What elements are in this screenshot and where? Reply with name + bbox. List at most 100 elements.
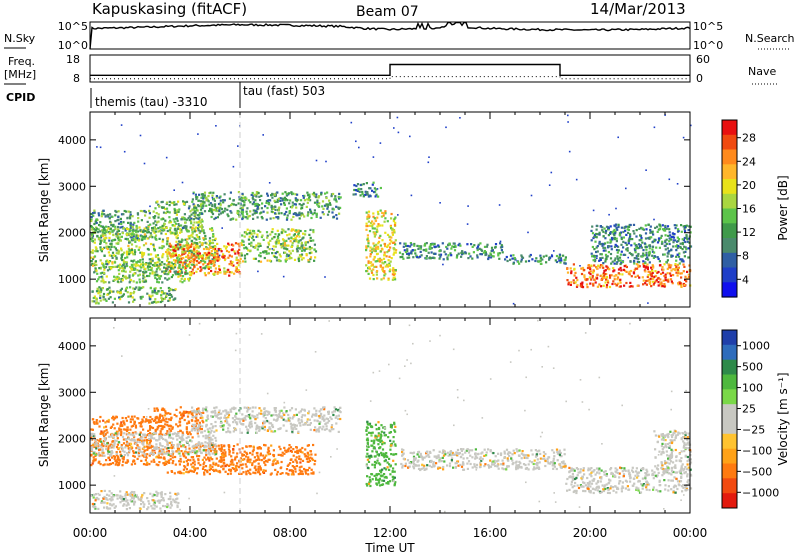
heatmap-cell: [627, 226, 629, 228]
heatmap-cell: [231, 264, 233, 266]
heatmap-cell: [642, 276, 644, 278]
heatmap-cell: [195, 227, 197, 229]
heatmap-cell: [300, 256, 302, 258]
heatmap-cell: [243, 204, 245, 206]
heatmap-cell: [298, 230, 300, 232]
heatmap-cell: [402, 253, 404, 255]
heatmap-cell: [179, 437, 181, 439]
heatmap-cell: [663, 283, 665, 285]
heatmap-cell: [370, 247, 372, 249]
heatmap-cell: [175, 233, 177, 235]
heatmap-cell: [371, 190, 373, 192]
heatmap-cell: [262, 455, 264, 457]
heatmap-cell: [368, 266, 370, 268]
heatmap-cell: [182, 251, 184, 253]
heatmap-cell: [138, 226, 140, 228]
heatmap-cell: [373, 266, 375, 268]
heatmap-cell: [124, 276, 126, 278]
heatmap-cell: [310, 237, 312, 239]
heatmap-cell: [686, 235, 688, 237]
heatmap-cell: [684, 276, 686, 278]
heatmap-cell: [316, 160, 318, 162]
heatmap-cell: [132, 450, 134, 452]
heatmap-cell: [193, 203, 195, 205]
heatmap-cell: [168, 221, 170, 223]
heatmap-cell: [620, 269, 622, 271]
heatmap-cell: [393, 254, 395, 256]
heatmap-cell: [367, 245, 369, 247]
heatmap-cell: [392, 279, 394, 281]
heatmap-cell: [205, 459, 207, 461]
heatmap-cell: [416, 256, 418, 258]
heatmap-cell: [117, 456, 119, 458]
heatmap-cell: [425, 257, 427, 259]
heatmap-cell: [154, 290, 156, 292]
heatmap-cell: [680, 276, 682, 278]
heatmap-cell: [421, 254, 423, 256]
heatmap-cell: [103, 293, 105, 295]
heatmap-cell: [393, 230, 395, 232]
heatmap-cell: [573, 279, 575, 281]
heatmap-cell: [276, 239, 278, 241]
heatmap-cell: [303, 197, 305, 199]
heatmap-cell: [145, 271, 147, 273]
heatmap-cell: [250, 244, 252, 246]
heatmap-cell: [130, 446, 132, 448]
heatmap-cell: [380, 250, 382, 252]
heatmap-cell: [218, 210, 220, 212]
heatmap-cell: [199, 241, 201, 243]
heatmap-cell: [285, 260, 287, 262]
heatmap-cell: [163, 456, 165, 458]
heatmap-cell: [160, 218, 162, 220]
heatmap-cell: [241, 254, 243, 256]
heatmap-cell: [98, 238, 100, 240]
heatmap-cell: [108, 457, 110, 459]
heatmap-cell: [417, 248, 419, 250]
heatmap-cell: [290, 240, 292, 242]
heatmap-cell: [98, 267, 100, 269]
heatmap-cell: [165, 418, 167, 420]
heatmap-cell: [269, 199, 271, 201]
heatmap-cell: [139, 259, 141, 261]
heatmap-cell: [212, 233, 214, 235]
heatmap-cell: [160, 425, 162, 427]
heatmap-cell: [114, 239, 116, 241]
heatmap-cell: [188, 207, 190, 209]
heatmap-cell: [100, 225, 102, 227]
heatmap-cell: [212, 192, 214, 194]
heatmap-cell: [139, 246, 141, 248]
heatmap-cell: [149, 258, 151, 260]
heatmap-cell: [141, 219, 143, 221]
heatmap-cell: [602, 231, 604, 233]
heatmap-cell: [174, 261, 176, 263]
heatmap-cell: [680, 247, 682, 249]
station-title: Kapuskasing (fitACF): [92, 0, 247, 18]
heatmap-cell: [425, 250, 427, 252]
heatmap-cell: [203, 202, 205, 204]
heatmap-cell: [501, 249, 503, 251]
heatmap-cell: [146, 462, 148, 464]
heatmap-cell: [158, 205, 160, 207]
heatmap-cell: [131, 268, 133, 270]
heatmap-cell: [294, 451, 296, 453]
heatmap-cell: [302, 195, 304, 197]
nsky-series-line: [90, 23, 690, 50]
heatmap-cell: [231, 261, 233, 263]
heatmap-cell: [164, 434, 166, 436]
heatmap-cell: [145, 464, 147, 466]
heatmap-cell: [260, 212, 262, 214]
heatmap-cell: [148, 434, 150, 436]
heatmap-cell: [93, 263, 95, 265]
heatmap-cell: [296, 465, 298, 467]
heatmap-cell: [389, 269, 391, 271]
heatmap-cell: [517, 261, 519, 263]
heatmap-cell: [132, 238, 134, 240]
heatmap-cell: [660, 273, 662, 275]
heatmap-cell: [413, 245, 415, 247]
heatmap-cell: [257, 230, 259, 232]
heatmap-cell: [242, 260, 244, 262]
heatmap-cell: [252, 192, 254, 194]
heatmap-cell: [615, 208, 617, 210]
heatmap-cell: [300, 230, 302, 232]
heatmap-cell: [359, 191, 361, 193]
